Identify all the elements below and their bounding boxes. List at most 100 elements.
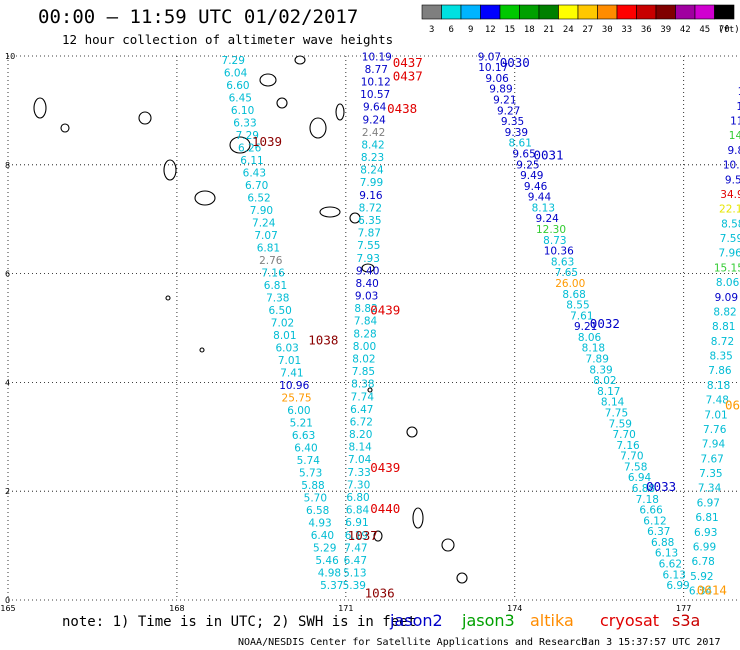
swh-value: 6.81 (695, 512, 718, 524)
swh-value: 7.94 (702, 439, 726, 451)
island-outline (441, 538, 455, 552)
swh-value: 9.21 (574, 321, 597, 333)
swh-value: 8.23 (361, 152, 384, 164)
swh-value: 8.39 (589, 364, 612, 376)
swh-value: 6.93 (694, 527, 717, 539)
swh-value: 10.12 (361, 77, 391, 89)
swh-value: 6.70 (245, 180, 268, 192)
swh-value: 9.40 (356, 265, 379, 277)
swh-value: 6.99 (666, 580, 689, 592)
swh-value: 5.13 (343, 568, 366, 580)
time-label: 0440 (370, 501, 400, 516)
swh-value: 8.28 (353, 328, 376, 340)
swh-value: 7.41 (280, 368, 303, 380)
satellite-legend-item: jason2 (389, 611, 443, 630)
colorbar-label: 9 (468, 25, 473, 35)
time-label: 0032 (590, 316, 620, 331)
island-outline (406, 426, 418, 438)
swh-value: 9.65 (512, 148, 535, 160)
swh-value: 7.93 (357, 253, 380, 265)
swh-value: 7.38 (266, 293, 289, 305)
swh-value: 6.34 (689, 586, 713, 598)
swh-value: 9.46 (524, 181, 548, 193)
swh-value: 5.39 (343, 580, 366, 592)
swh-value: 8.06 (716, 277, 740, 289)
colorbar-label: 21 (543, 25, 554, 35)
swh-value: 7.59 (609, 418, 632, 430)
swh-value: 6.26 (238, 143, 262, 155)
swh-value: 7.70 (612, 429, 635, 441)
swh-value: 9.25 (516, 159, 539, 171)
swh-value: 9.35 (501, 116, 524, 128)
swh-value: 4.93 (308, 518, 331, 530)
swh-value: 6.60 (226, 80, 249, 92)
colorbar-swatch (519, 4, 540, 20)
swh-value: 8.55 (566, 300, 589, 312)
swh-value: 7.18 (636, 494, 659, 506)
swh-value: 6.47 (344, 555, 367, 567)
footer-timestamp: Jan 3 15:37:57 UTC 2017 (582, 637, 720, 648)
footer: note: 1) Time is in UTC; 2) SWH is in fe… (62, 611, 720, 648)
swh-value: 9.44 (528, 192, 552, 204)
x-tick-label: 165 (0, 604, 15, 613)
island-outline (456, 572, 468, 584)
chart-subtitle: 12 hour collection of altimeter wave hei… (62, 32, 394, 47)
swh-value: 6.88 (632, 483, 655, 495)
swh-value: 9.07 (478, 51, 501, 63)
swh-value: 7.01 (704, 409, 727, 421)
swh-value: 7.87 (358, 228, 381, 240)
island-outline (373, 530, 383, 542)
swh-value: 7.85 (352, 366, 375, 378)
island-outline (165, 295, 171, 301)
swh-value: 9.16 (359, 190, 383, 202)
swh-value: 6.97 (697, 497, 720, 509)
swh-value: 15.15 (714, 262, 740, 274)
swh-value: 8.35 (709, 351, 732, 363)
swh-value: 5.46 (315, 555, 339, 567)
island-outline (349, 212, 361, 224)
colorbar-label: 24 (563, 25, 574, 35)
x-tick-label: 171 (338, 604, 353, 613)
y-tick-label: 6 (5, 270, 10, 279)
swh-value: 4.98 (318, 568, 341, 580)
swh-value: 10.96 (279, 380, 309, 392)
swh-value: 8.81 (712, 321, 735, 333)
time-label: 0614 (697, 583, 727, 598)
swh-value: 7.55 (357, 240, 380, 252)
swh-value: 11.1 (730, 116, 740, 128)
y-tick-label: 2 (5, 487, 10, 496)
swh-value: 7.59 (720, 233, 740, 245)
swh-value: 7.58 (624, 461, 647, 473)
swh-value: 26.00 (555, 278, 585, 290)
swh-value: 10 (739, 71, 740, 83)
swh-value: 6.13 (663, 569, 686, 581)
swh-value: 8.40 (355, 278, 378, 290)
swh-value: 7.47 (344, 542, 367, 554)
satellite-legend-item: jason3 (461, 611, 515, 630)
swh-value: 8.68 (562, 289, 585, 301)
island-outline (319, 206, 341, 218)
time-label: 0438 (387, 101, 417, 116)
colorbar-label: 33 (621, 25, 632, 35)
swh-value: 8.63 (551, 256, 574, 268)
swh-value: 6.04 (224, 68, 248, 80)
x-tick-label: 177 (676, 604, 691, 613)
island-outline (412, 507, 424, 529)
colorbar-swatch (577, 4, 598, 20)
swh-value: 9.09 (715, 292, 738, 304)
swh-value: 6.88 (651, 537, 674, 549)
swh-value: 8.38 (351, 379, 374, 391)
swh-value: 10.57 (360, 89, 390, 101)
time-label: 0437 (393, 68, 423, 83)
island-outlines (33, 55, 468, 584)
island-outline (367, 387, 373, 393)
footer-note: note: 1) Time is in UTC; 2) SWH is in fe… (62, 614, 416, 630)
swh-value: 5.37 (320, 580, 343, 592)
island-outline (294, 55, 306, 65)
swh-value: 10 (736, 101, 740, 113)
swh-value: 8.72 (711, 336, 734, 348)
time-label: 1036 (365, 585, 395, 600)
x-tick-label: 174 (507, 604, 522, 613)
colorbar-label: 45 (699, 25, 710, 35)
swh-value: 6.40 (294, 443, 317, 455)
